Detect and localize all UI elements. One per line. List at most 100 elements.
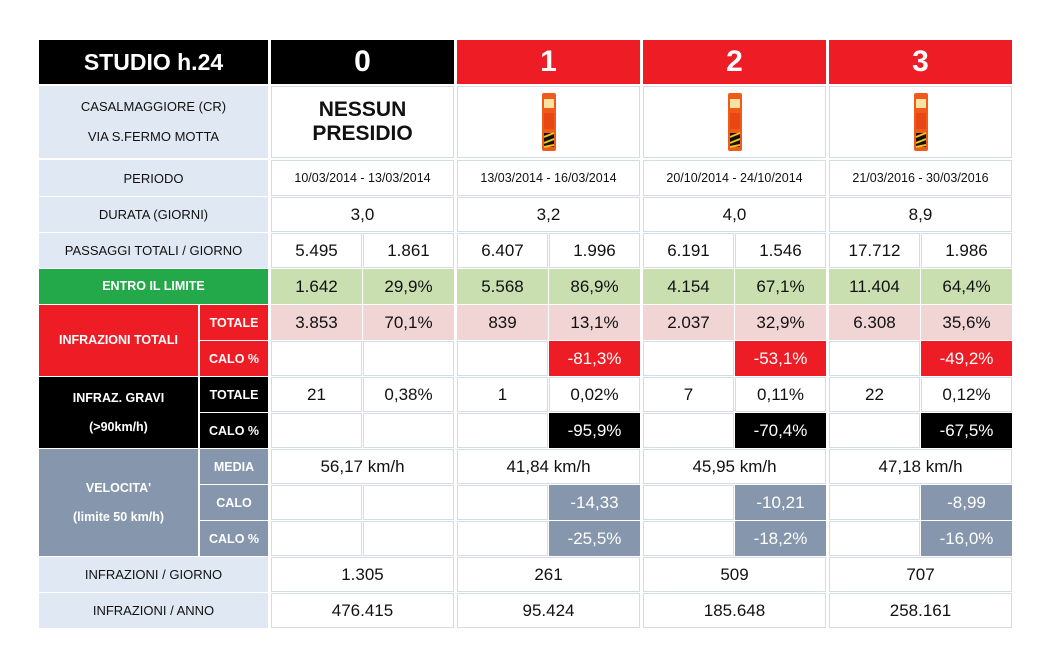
- passaggi-share: 1.861: [363, 233, 454, 268]
- device-cell: [457, 86, 640, 158]
- velocita-calo-pct-value: -16,0%: [921, 521, 1012, 556]
- no-device-text-line: PRESIDIO: [312, 122, 413, 145]
- column-header: 1: [457, 40, 640, 84]
- velocita-calo-value: -10,21: [735, 485, 826, 520]
- gravi-calo-pct-value: -95,9%: [549, 413, 640, 448]
- device-cell: [829, 86, 1012, 158]
- gravi-totale-count: 21: [271, 377, 362, 412]
- velocita-calo-pct-empty: [643, 521, 734, 556]
- entro-count: 11.404: [829, 269, 920, 304]
- passaggi-share: 1.546: [735, 233, 826, 268]
- passaggi-count: 5.495: [271, 233, 362, 268]
- infrazioni-giorno-label: INFRAZIONI / GIORNO: [39, 557, 268, 592]
- velocita-calo-pct-value: [363, 521, 454, 556]
- entro-share: 29,9%: [363, 269, 454, 304]
- totale-label: TOTALE: [200, 305, 268, 340]
- gravi-totale-count: 22: [829, 377, 920, 412]
- infrazioni-totale-share: 70,1%: [363, 305, 454, 340]
- calo-pct-label: CALO %: [200, 413, 268, 448]
- gravi-calo-pct-empty: [457, 413, 548, 448]
- infrazioni-anno-value: 258.161: [829, 593, 1012, 628]
- passaggi-share: 1.986: [921, 233, 1012, 268]
- speed-camera-column-icon: [727, 93, 742, 151]
- gravi-calo-pct-value: [363, 413, 454, 448]
- gravi-totale-share: 0,38%: [363, 377, 454, 412]
- infrazioni-calo-pct-empty: [829, 341, 920, 376]
- speed-camera-column-icon: [913, 93, 928, 151]
- infrazioni-totale-count: 6.308: [829, 305, 920, 340]
- velocita-media-value: 45,95 km/h: [643, 449, 826, 484]
- velocita-calo-pct-value: -25,5%: [549, 521, 640, 556]
- durata-value: 3,2: [457, 197, 640, 232]
- table-title: STUDIO h.24: [39, 40, 268, 84]
- velocita-calo-pct-value: -18,2%: [735, 521, 826, 556]
- entro-share: 86,9%: [549, 269, 640, 304]
- media-label: MEDIA: [200, 449, 268, 484]
- infrazioni-gravi-label-line: INFRAZ. GRAVI: [72, 390, 165, 405]
- infrazioni-anno-value: 95.424: [457, 593, 640, 628]
- location-label: CASALMAGGIORE (CR) VIA S.FERMO MOTTA: [39, 86, 268, 158]
- infrazioni-totale-share: 35,6%: [921, 305, 1012, 340]
- periodo-value: 13/03/2014 - 16/03/2014: [457, 160, 640, 196]
- no-device-text-line: NESSUN: [318, 98, 407, 121]
- durata-value: 8,9: [829, 197, 1012, 232]
- velocita-calo-value: [363, 485, 454, 520]
- periodo-value: 20/10/2014 - 24/10/2014: [643, 160, 826, 196]
- velocita-label-line: VELOCITA': [85, 480, 152, 495]
- infrazioni-giorno-value: 707: [829, 557, 1012, 592]
- gravi-calo-pct-empty: [829, 413, 920, 448]
- column-header: 3: [829, 40, 1012, 84]
- passaggi-label: PASSAGGI TOTALI / GIORNO: [39, 233, 268, 268]
- passaggi-share: 1.996: [549, 233, 640, 268]
- infrazioni-totale-share: 32,9%: [735, 305, 826, 340]
- velocita-calo-pct-empty: [829, 521, 920, 556]
- column-header: 0: [271, 40, 454, 84]
- gravi-totale-count: 1: [457, 377, 548, 412]
- no-device-text: NESSUN PRESIDIO: [271, 86, 454, 158]
- infrazioni-totale-share: 13,1%: [549, 305, 640, 340]
- entro-limite-label: ENTRO IL LIMITE: [39, 269, 268, 304]
- calo-pct-label: CALO %: [200, 521, 268, 556]
- infrazioni-giorno-value: 261: [457, 557, 640, 592]
- velocita-label-line: (limite 50 km/h): [73, 509, 164, 524]
- infrazioni-gravi-label: INFRAZ. GRAVI (>90km/h): [39, 377, 198, 448]
- infrazioni-calo-pct-value: -81,3%: [549, 341, 640, 376]
- infrazioni-anno-label: INFRAZIONI / ANNO: [39, 593, 268, 628]
- gravi-totale-count: 7: [643, 377, 734, 412]
- infrazioni-calo-pct-empty: [271, 341, 362, 376]
- passaggi-count: 6.191: [643, 233, 734, 268]
- infrazioni-calo-pct-empty: [643, 341, 734, 376]
- periodo-label: PERIODO: [39, 160, 268, 196]
- infrazioni-calo-pct-empty: [457, 341, 548, 376]
- gravi-totale-share: 0,11%: [735, 377, 826, 412]
- entro-count: 5.568: [457, 269, 548, 304]
- location-label-line: VIA S.FERMO MOTTA: [87, 129, 220, 144]
- entro-count: 4.154: [643, 269, 734, 304]
- entro-share: 67,1%: [735, 269, 826, 304]
- infrazioni-totale-count: 2.037: [643, 305, 734, 340]
- infrazioni-anno-value: 185.648: [643, 593, 826, 628]
- infrazioni-calo-pct-value: -53,1%: [735, 341, 826, 376]
- speed-camera-column-icon: [541, 93, 556, 151]
- velocita-calo-value: -8,99: [921, 485, 1012, 520]
- infrazioni-gravi-label-line: (>90km/h): [89, 419, 148, 434]
- gravi-totale-share: 0,02%: [549, 377, 640, 412]
- infrazioni-giorno-value: 1.305: [271, 557, 454, 592]
- durata-value: 4,0: [643, 197, 826, 232]
- infrazioni-totale-count: 839: [457, 305, 548, 340]
- gravi-totale-share: 0,12%: [921, 377, 1012, 412]
- velocita-media-value: 47,18 km/h: [829, 449, 1012, 484]
- velocita-calo-empty: [643, 485, 734, 520]
- gravi-calo-pct-empty: [271, 413, 362, 448]
- entro-count: 1.642: [271, 269, 362, 304]
- infrazioni-calo-pct-value: [363, 341, 454, 376]
- entro-share: 64,4%: [921, 269, 1012, 304]
- velocita-calo-empty: [271, 485, 362, 520]
- velocita-media-value: 56,17 km/h: [271, 449, 454, 484]
- velocita-calo-value: -14,33: [549, 485, 640, 520]
- infrazioni-giorno-value: 509: [643, 557, 826, 592]
- calo-label: CALO: [200, 485, 268, 520]
- gravi-calo-pct-value: -70,4%: [735, 413, 826, 448]
- velocita-calo-pct-empty: [271, 521, 362, 556]
- calo-pct-label: CALO %: [200, 341, 268, 376]
